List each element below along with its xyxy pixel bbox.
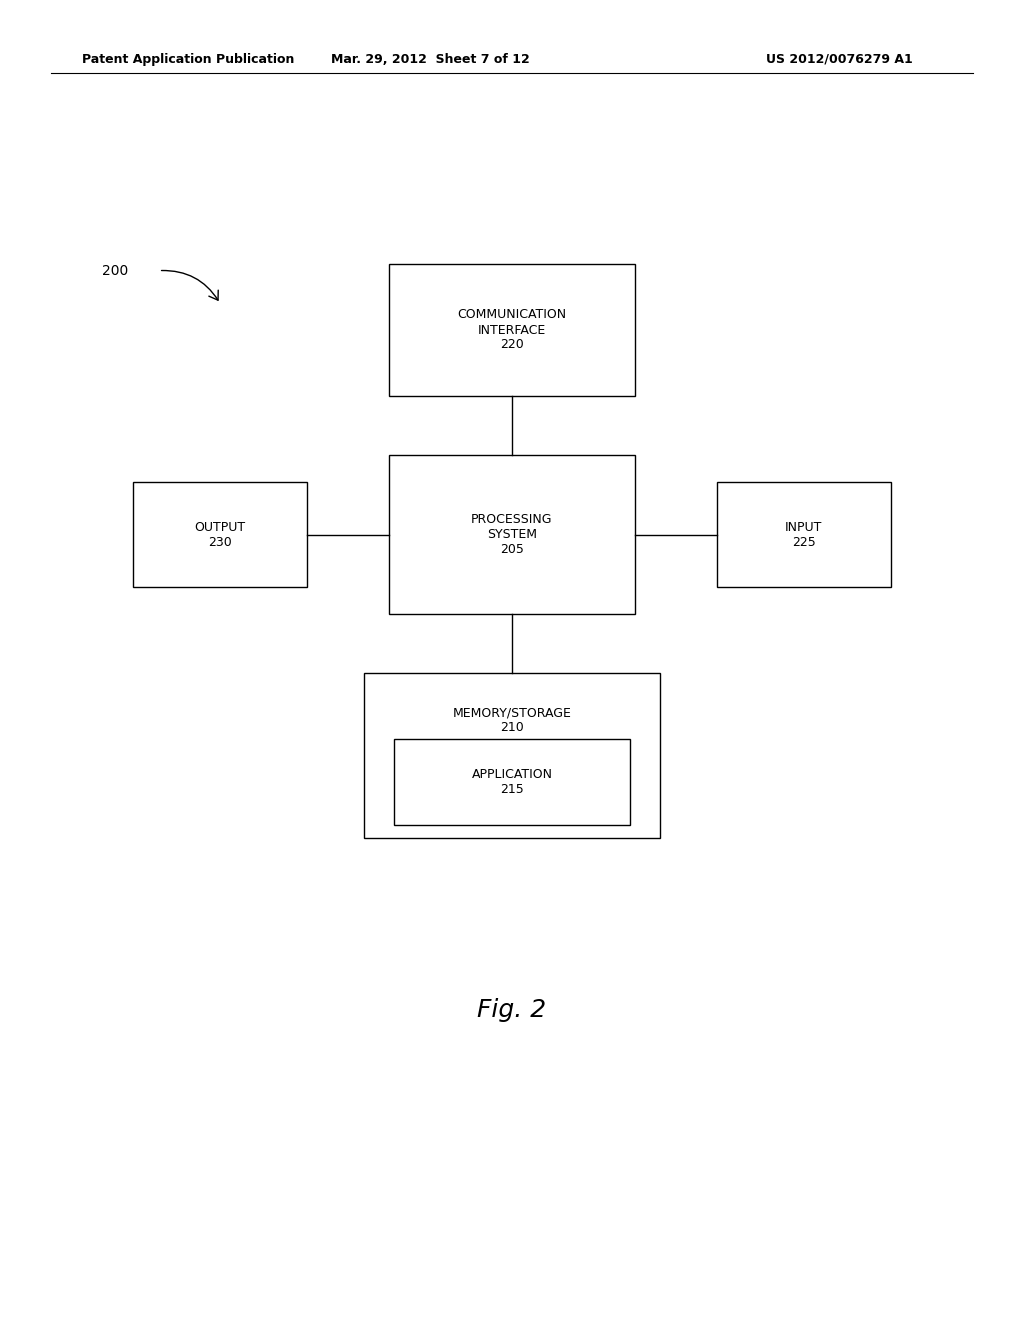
- Text: OUTPUT
230: OUTPUT 230: [195, 520, 246, 549]
- Text: PROCESSING
SYSTEM
205: PROCESSING SYSTEM 205: [471, 513, 553, 556]
- Text: APPLICATION
215: APPLICATION 215: [471, 768, 553, 796]
- FancyArrowPatch shape: [162, 271, 218, 300]
- Text: Patent Application Publication: Patent Application Publication: [82, 53, 294, 66]
- FancyBboxPatch shape: [389, 455, 635, 614]
- Text: COMMUNICATION
INTERFACE
220: COMMUNICATION INTERFACE 220: [458, 309, 566, 351]
- FancyBboxPatch shape: [133, 482, 307, 587]
- Text: Mar. 29, 2012  Sheet 7 of 12: Mar. 29, 2012 Sheet 7 of 12: [331, 53, 529, 66]
- FancyBboxPatch shape: [717, 482, 891, 587]
- Text: MEMORY/STORAGE
210: MEMORY/STORAGE 210: [453, 706, 571, 734]
- FancyBboxPatch shape: [389, 264, 635, 396]
- Text: US 2012/0076279 A1: US 2012/0076279 A1: [766, 53, 913, 66]
- Text: Fig. 2: Fig. 2: [477, 998, 547, 1022]
- FancyBboxPatch shape: [394, 739, 630, 825]
- Text: INPUT
225: INPUT 225: [785, 520, 822, 549]
- FancyBboxPatch shape: [364, 673, 660, 838]
- Text: 200: 200: [102, 264, 129, 277]
